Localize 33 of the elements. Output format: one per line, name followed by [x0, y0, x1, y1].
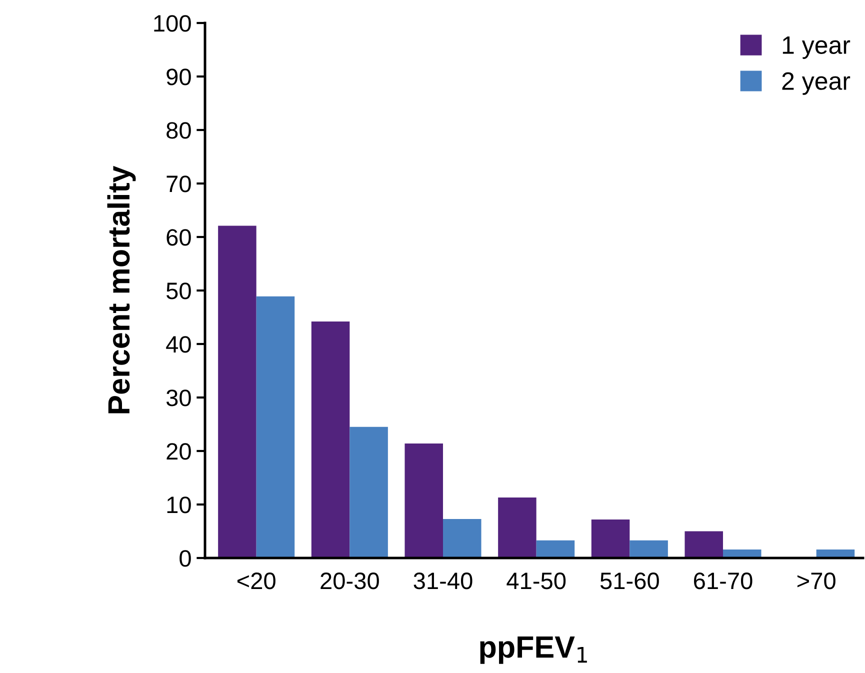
x-tick-label: 31-40 — [414, 572, 472, 590]
bar — [311, 322, 350, 558]
y-tick-label: 40 — [166, 336, 191, 353]
y-tick-label: 80 — [166, 122, 191, 139]
bar — [498, 498, 536, 558]
bar — [536, 540, 575, 558]
bar — [350, 426, 388, 558]
bar — [630, 540, 668, 558]
y-tick-label: 0 — [180, 550, 191, 567]
bar — [404, 444, 443, 558]
x-tick-label: 41-50 — [506, 572, 566, 590]
x-axis-title: ppFEV$_{1}$ — [480, 636, 587, 664]
y-tick-label: 60 — [166, 229, 191, 246]
x-tick-label: <20 — [237, 572, 276, 590]
bar — [591, 519, 630, 558]
y-tick-label: 100 — [154, 15, 191, 32]
y-tick-label: 20 — [166, 443, 191, 460]
bar — [256, 296, 295, 558]
x-tick-label: >70 — [797, 572, 836, 590]
y-tick-label: 90 — [166, 68, 191, 86]
bar — [684, 531, 723, 558]
y-tick-label: 50 — [166, 282, 191, 300]
x-tick-label: 20-30 — [320, 572, 379, 590]
legend-label: 2 year — [782, 72, 850, 95]
y-tick-label: 10 — [167, 496, 191, 514]
y-tick-label: 70 — [166, 176, 191, 192]
bar — [443, 518, 482, 558]
y-axis-title: Percent mortality — [107, 166, 136, 414]
x-tick-label: 61-70 — [694, 572, 752, 590]
y-tick-label: 30 — [166, 390, 191, 406]
bar — [218, 226, 256, 558]
x-tick-label: 51-60 — [600, 572, 659, 590]
legend-label: 1 year — [782, 36, 850, 59]
